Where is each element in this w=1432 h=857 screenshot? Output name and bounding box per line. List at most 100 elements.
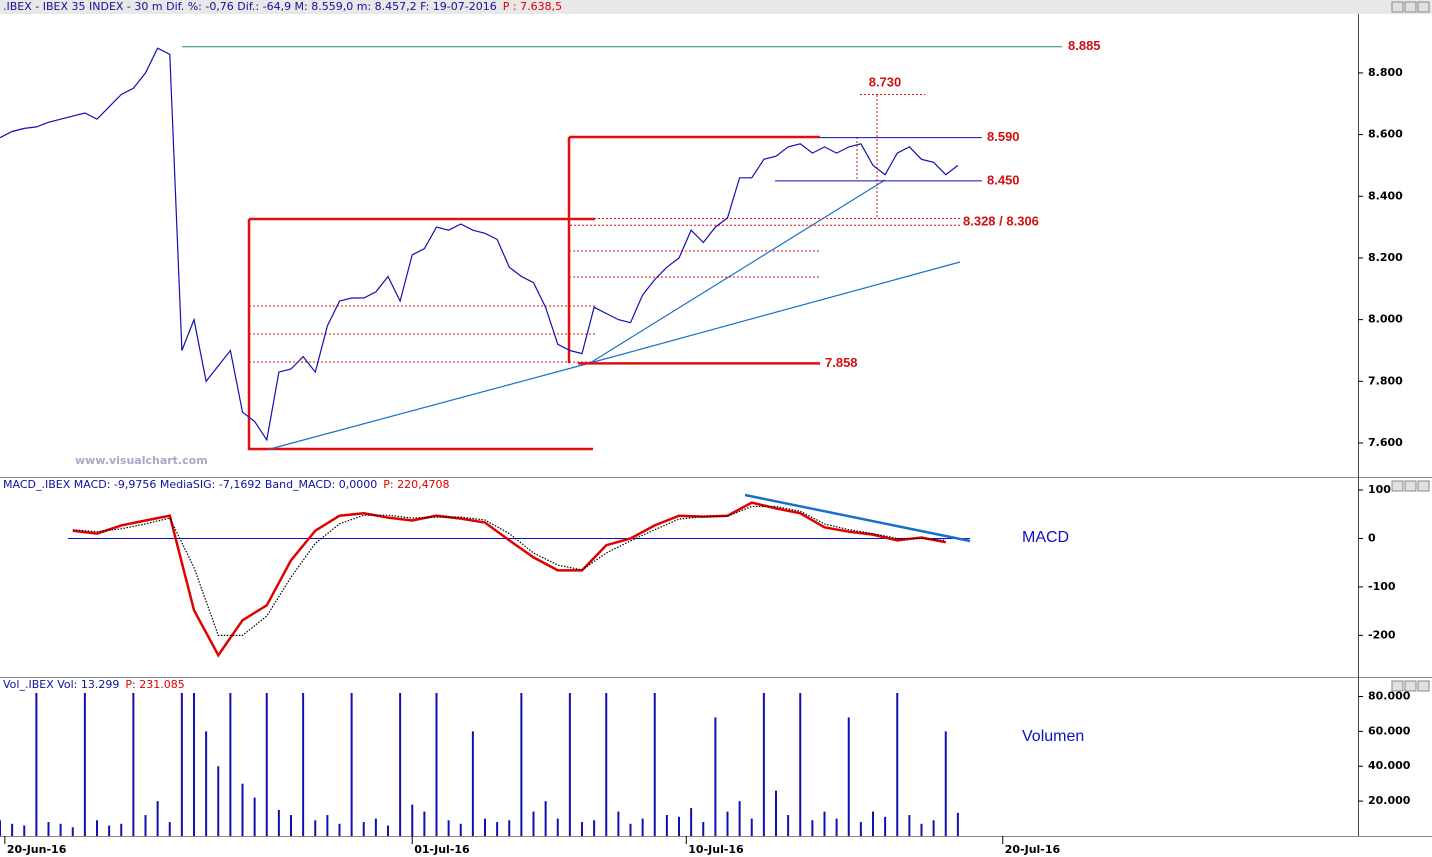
- button[interactable]: [1417, 1, 1430, 13]
- button[interactable]: [1391, 680, 1404, 692]
- bar: [362, 822, 365, 836]
- panel-label: MACD: [1022, 529, 1069, 546]
- bar: [290, 815, 292, 836]
- y-tick-label: 20.000: [1368, 794, 1411, 807]
- x-tick-label: 20-Jul-16: [1005, 843, 1061, 856]
- series-line: [0, 47, 959, 442]
- level-line: [249, 95, 878, 363]
- level-label: 8.590: [987, 129, 1020, 144]
- bar: [484, 818, 486, 836]
- measure-box: [567, 135, 820, 363]
- y-tick-label: 8.600: [1368, 128, 1403, 141]
- bar: [944, 731, 947, 836]
- header-bar: [0, 678, 1432, 692]
- x-tick-label: 01-Jul-16: [414, 843, 470, 856]
- bar: [447, 820, 450, 836]
- button[interactable]: [1404, 680, 1417, 692]
- x-tick-label: 20-Jun-16: [7, 843, 67, 856]
- button[interactable]: [1404, 1, 1417, 13]
- bar: [872, 811, 874, 836]
- y-tick-label: -200: [1368, 628, 1396, 641]
- bar: [629, 823, 632, 836]
- button[interactable]: [1391, 480, 1404, 492]
- bar: [920, 823, 923, 836]
- y-tick-label: 8.000: [1368, 313, 1403, 326]
- bar: [665, 815, 668, 836]
- bar: [726, 811, 729, 836]
- button[interactable]: [1391, 1, 1404, 13]
- button[interactable]: [1417, 480, 1430, 492]
- y-tick-label: 100: [1368, 483, 1391, 496]
- bar: [932, 820, 935, 836]
- bar: [205, 731, 208, 836]
- y-tick-label: 7.800: [1368, 374, 1403, 387]
- bar: [593, 820, 596, 836]
- bar: [411, 804, 414, 836]
- watermark: www.visualchart.com: [75, 454, 208, 467]
- level-label: 8.885: [1068, 38, 1101, 53]
- bar: [423, 811, 426, 836]
- panel-header: MACD_.IBEX MACD: -9,9756 MediaSIG: -7,16…: [3, 478, 377, 491]
- bar: [532, 811, 535, 836]
- y-tick-label: 8.800: [1368, 66, 1403, 79]
- bar: [71, 827, 74, 836]
- bar: [96, 820, 98, 836]
- y-tick-label: 7.600: [1368, 436, 1403, 449]
- bar: [556, 818, 559, 836]
- bar: [811, 820, 814, 836]
- bar: [23, 825, 26, 836]
- bar: [374, 818, 377, 836]
- bar: [83, 693, 86, 836]
- bar: [435, 693, 438, 836]
- bar: [156, 801, 159, 836]
- y-tick-label: -100: [1368, 580, 1396, 593]
- bar: [168, 822, 171, 836]
- bar: [471, 731, 474, 836]
- y-tick-label: 8.400: [1368, 189, 1403, 202]
- panel-header-extra: P: 231.085: [125, 678, 184, 691]
- bar: [520, 693, 523, 836]
- bar: [241, 783, 244, 836]
- bar: [47, 822, 50, 836]
- level-label: 7.858: [825, 355, 858, 370]
- button[interactable]: [1417, 680, 1430, 692]
- bar: [568, 693, 571, 836]
- bar: [702, 822, 705, 836]
- button[interactable]: [1404, 480, 1417, 492]
- bar: [823, 811, 826, 836]
- bar: [387, 825, 389, 836]
- panel-label: Volumen: [1022, 728, 1084, 745]
- bar: [617, 811, 620, 836]
- bar: [11, 823, 14, 836]
- y-tick-label: 8.200: [1368, 251, 1403, 264]
- bar: [193, 693, 195, 836]
- y-tick-label: 80.000: [1368, 689, 1411, 702]
- y-tick-label: 40.000: [1368, 759, 1411, 772]
- bar: [59, 823, 62, 836]
- header-bar: [0, 0, 1432, 14]
- bar: [799, 693, 802, 836]
- bar: [605, 693, 608, 836]
- bar: [0, 820, 1, 836]
- bar: [459, 823, 462, 836]
- bar: [690, 808, 693, 836]
- window-buttons[interactable]: [1391, 1, 1430, 692]
- y-tick-label: 0: [1368, 531, 1376, 544]
- panel-header: .IBEX - IBEX 35 INDEX - 30 m Dif. %: -0,…: [3, 0, 497, 13]
- bar: [108, 825, 111, 836]
- bar: [678, 816, 680, 836]
- panel-header: Vol_.IBEX Vol: 13.299: [3, 678, 119, 691]
- bar: [338, 823, 341, 836]
- measure-box: [247, 217, 595, 451]
- bar: [120, 823, 123, 836]
- bar: [496, 822, 499, 836]
- y-tick-label: 60.000: [1368, 724, 1411, 737]
- level-label: 8.450: [987, 172, 1020, 187]
- bar: [35, 693, 38, 836]
- bar: [956, 812, 959, 836]
- bar: [144, 815, 147, 836]
- bar: [350, 693, 353, 836]
- trendline: [269, 179, 961, 450]
